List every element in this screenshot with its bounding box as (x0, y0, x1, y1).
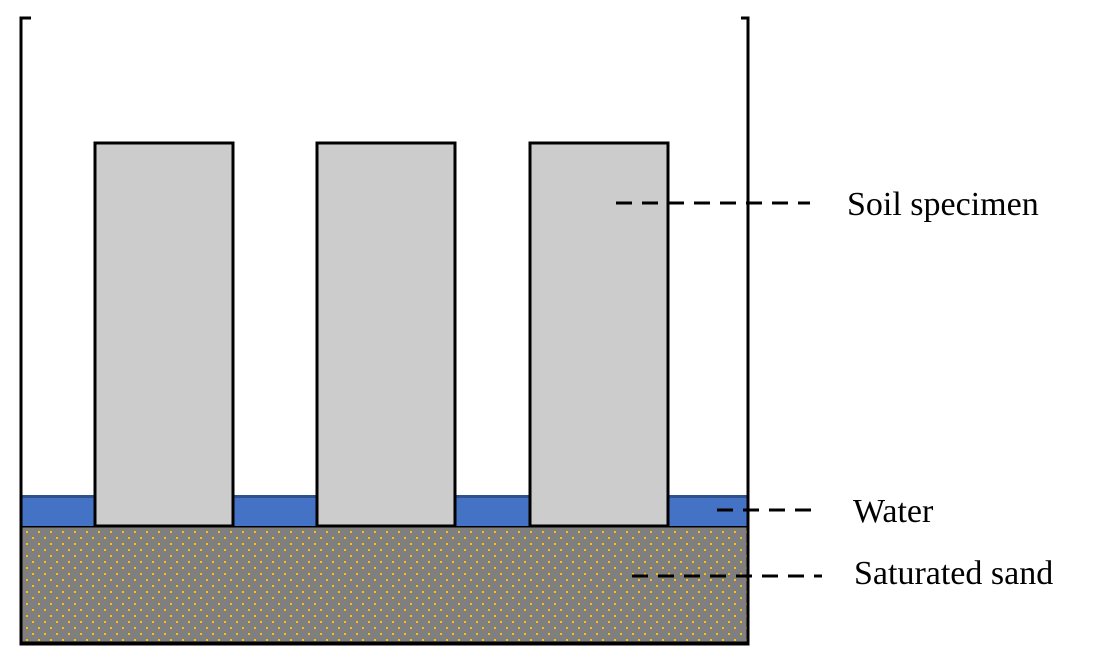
soil-specimen-1 (93, 141, 235, 528)
soil-specimen-3 (528, 141, 670, 528)
water-label: Water (853, 493, 934, 530)
soil-specimen-2 (315, 141, 457, 528)
soil-specimen-label: Soil specimen (847, 186, 1039, 223)
container-outline (19, 16, 750, 646)
saturated-sand-layer (19, 524, 750, 645)
saturated-sand-label: Saturated sand (854, 555, 1053, 592)
